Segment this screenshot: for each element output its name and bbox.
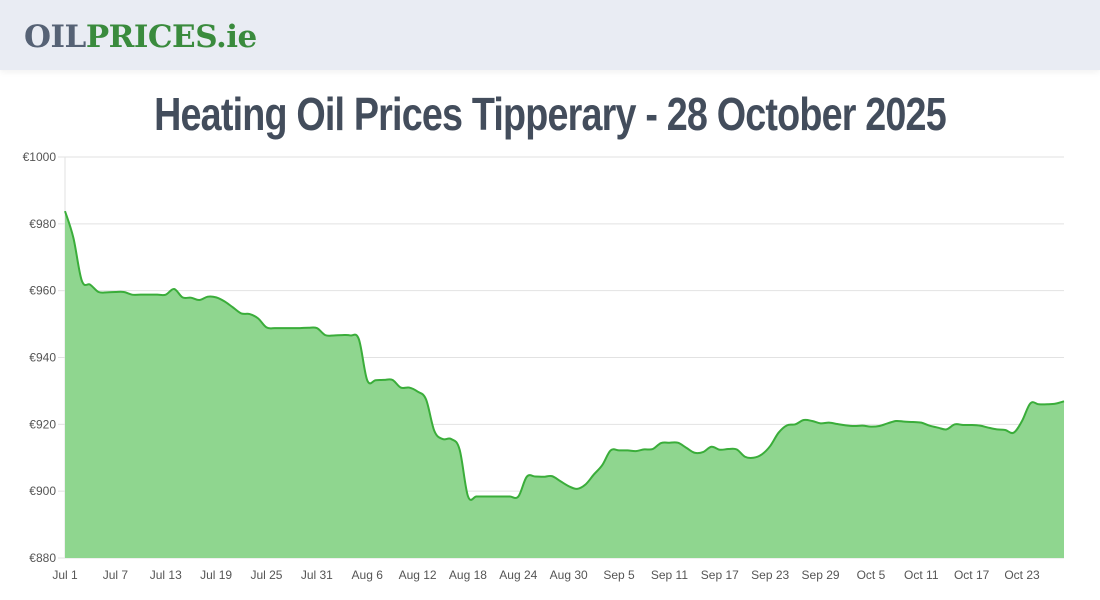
x-tick-label: Sep 5: [603, 568, 635, 582]
x-tick-label: Jul 13: [150, 568, 182, 582]
x-tick-label: Sep 23: [751, 568, 789, 582]
y-tick-label: €980: [29, 217, 56, 231]
price-chart-svg: €880 €900 €920 €940 €960 €980 €1000 Jul 1 Jul 7…: [23, 150, 1065, 582]
x-tick-label: Sep 29: [802, 568, 840, 582]
y-tick-label: €1000: [23, 150, 57, 164]
y-axis: €880 €900 €920 €940 €960 €980 €1000: [23, 150, 57, 565]
y-tick-label: €920: [29, 417, 56, 431]
site-logo[interactable]: OILPRICES.ie: [24, 17, 257, 57]
site-header: OILPRICES.ie: [0, 0, 1100, 70]
x-tick-label: Jul 1: [52, 568, 78, 582]
y-tick-label: €900: [29, 484, 56, 498]
x-tick-label: Jul 19: [200, 568, 232, 582]
x-tick-label: Oct 5: [857, 568, 886, 582]
x-tick-label: Aug 6: [352, 568, 384, 582]
logo-text-prices: PRICES.ie: [85, 19, 257, 55]
y-tick-label: €940: [29, 351, 56, 365]
logo-text-oil: OIL: [24, 19, 86, 55]
x-tick-label: Aug 18: [449, 568, 487, 582]
x-tick-label: Sep 17: [701, 568, 739, 582]
x-tick-label: Sep 11: [651, 568, 688, 582]
page-title: Heating Oil Prices Tipperary - 28 Octobe…: [154, 88, 947, 140]
price-chart: €880 €900 €920 €940 €960 €980 €1000 Jul 1 Jul 7…: [0, 145, 1100, 600]
y-tick-label: €960: [29, 284, 56, 298]
x-tick-label: Oct 11: [904, 568, 939, 582]
x-tick-label: Jul 31: [301, 568, 333, 582]
x-axis: Jul 1 Jul 7 Jul 13 Jul 19 Jul 25 Jul 31 Aug 6 A…: [52, 568, 1040, 582]
x-tick-label: Aug 12: [399, 568, 437, 582]
x-tick-label: Aug 30: [550, 568, 588, 582]
y-tick-label: €880: [29, 551, 56, 565]
price-area-fill: [65, 211, 1064, 558]
x-tick-label: Jul 25: [250, 568, 282, 582]
price-line[interactable]: [64, 210, 1065, 501]
x-tick-label: Aug 24: [499, 568, 537, 582]
x-tick-label: Oct 23: [1004, 568, 1040, 582]
x-tick-label: Oct 17: [954, 568, 990, 582]
x-tick-label: Jul 7: [103, 568, 129, 582]
